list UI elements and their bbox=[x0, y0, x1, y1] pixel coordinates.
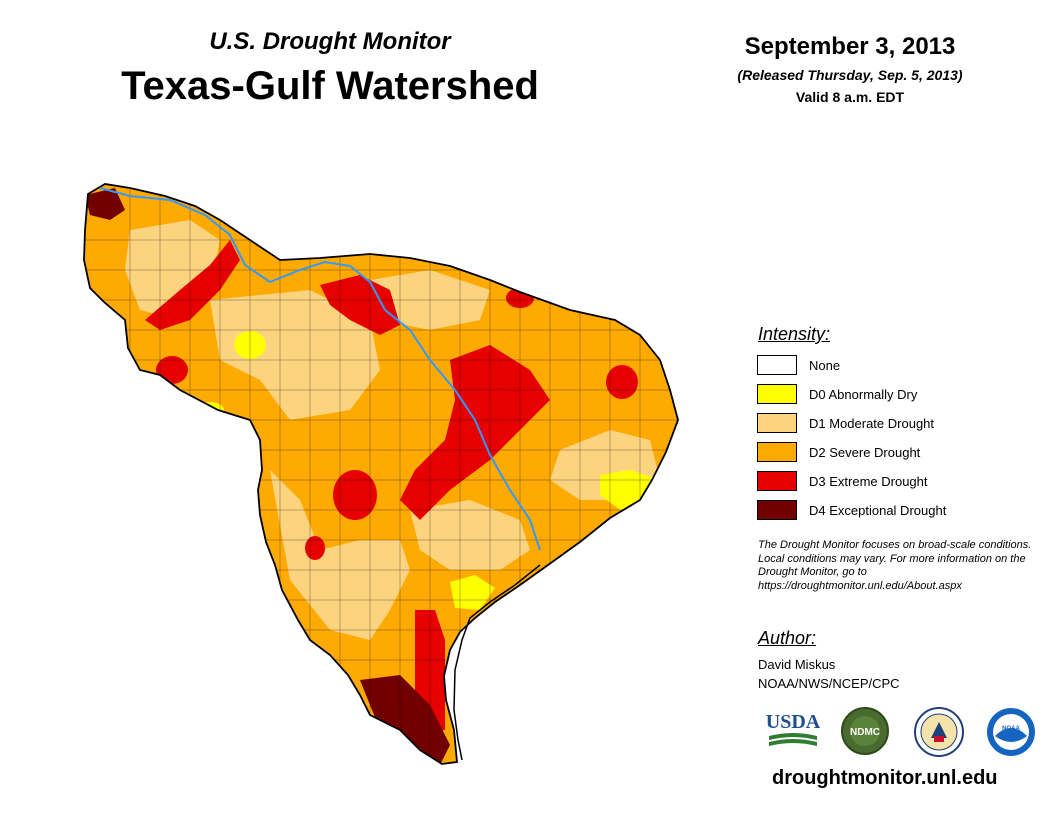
usda-logo-text: USDA bbox=[766, 711, 821, 733]
legend-heading: Intensity: bbox=[758, 324, 831, 344]
legend-swatch bbox=[757, 413, 797, 433]
drought-shading bbox=[84, 184, 678, 764]
map-title: Texas-Gulf Watershed bbox=[121, 64, 539, 108]
d1-area-west-central bbox=[210, 290, 380, 420]
author-heading: Author: bbox=[758, 628, 817, 648]
d0-area-coastal bbox=[450, 575, 495, 610]
legend-label: D3 Extreme Drought bbox=[809, 474, 928, 489]
website-url[interactable]: droughtmonitor.unl.edu bbox=[772, 767, 998, 789]
river-line bbox=[99, 187, 541, 551]
legend-swatch bbox=[757, 384, 797, 404]
doc-logo bbox=[914, 707, 964, 757]
d1-area-coastal-bend bbox=[410, 500, 530, 570]
d3-area-hill-country bbox=[333, 470, 377, 520]
legend-swatch bbox=[757, 500, 797, 520]
valid-time: Valid 8 a.m. EDT bbox=[795, 89, 905, 105]
d3-area-east bbox=[606, 365, 638, 399]
watershed-boundary bbox=[83, 183, 679, 765]
ndmc-logo-text: NDMC bbox=[850, 727, 880, 738]
d4-area-north bbox=[85, 188, 125, 220]
legend-label: D0 Abnormally Dry bbox=[809, 387, 918, 402]
d3-area-small bbox=[305, 536, 325, 560]
legend-swatch bbox=[757, 355, 797, 375]
noaa-logo-text: NOAA bbox=[1002, 726, 1020, 732]
noaa-logo: NOAA bbox=[987, 708, 1035, 756]
author-name: David Miskus bbox=[758, 657, 836, 672]
legend-swatch bbox=[757, 471, 797, 491]
release-date: (Released Thursday, Sep. 5, 2013) bbox=[737, 67, 963, 83]
legend-label: D4 Exceptional Drought bbox=[809, 503, 947, 518]
legend-label: None bbox=[809, 358, 841, 373]
author-org: NOAA/NWS/NCEP/CPC bbox=[758, 676, 900, 691]
d4-area-south bbox=[360, 675, 450, 764]
drought-map bbox=[83, 183, 679, 765]
ndmc-logo: NDMC bbox=[841, 707, 889, 755]
valid-date: September 3, 2013 bbox=[744, 33, 956, 60]
d3-area-north bbox=[145, 240, 240, 330]
map-subtitle: U.S. Drought Monitor bbox=[209, 28, 451, 55]
d3-area-central bbox=[400, 345, 550, 520]
coastline bbox=[453, 564, 541, 761]
legend-label: D2 Severe Drought bbox=[809, 445, 921, 460]
disclaimer-note: The Drought Monitor focuses on broad-sca… bbox=[758, 539, 1032, 592]
legend-swatch bbox=[757, 442, 797, 462]
usda-logo: USDA bbox=[766, 711, 821, 746]
legend-label: D1 Moderate Drought bbox=[809, 416, 935, 431]
